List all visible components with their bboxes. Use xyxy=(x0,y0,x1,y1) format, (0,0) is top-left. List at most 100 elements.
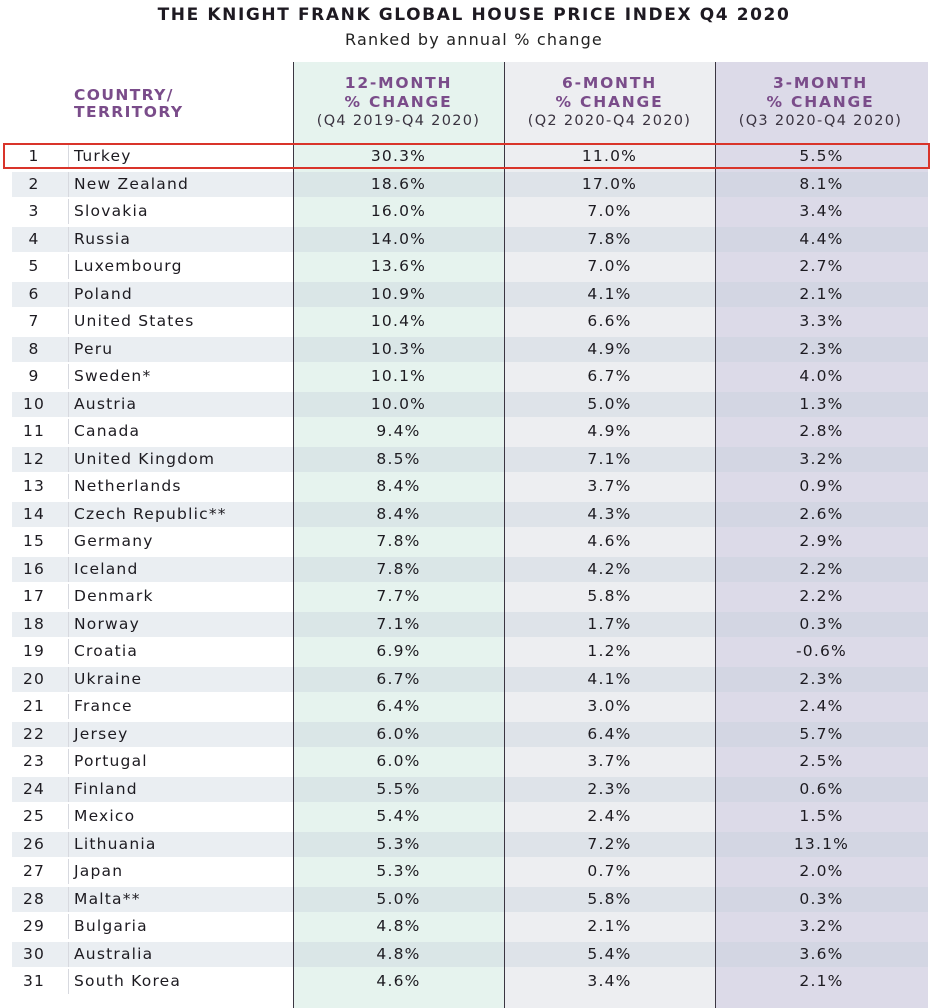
country-cell: Poland xyxy=(74,284,133,303)
rank-separator xyxy=(68,749,69,774)
header-country-line2: TERRITORY xyxy=(74,103,184,121)
country-cell: Turkey xyxy=(74,147,132,165)
country-cell: United Kingdom xyxy=(74,449,216,468)
table-row: 13 Netherlands 8.4% 3.7% 0.9% xyxy=(0,474,934,500)
column-divider xyxy=(293,62,294,1008)
value-3month: 0.9% xyxy=(799,477,844,495)
table-row: 15 Germany 7.8% 4.6% 2.9% xyxy=(0,529,934,555)
table-row: 21 France 6.4% 3.0% 2.4% xyxy=(0,694,934,720)
value-12month: 7.8% xyxy=(376,532,421,550)
value-3month: 2.6% xyxy=(799,504,844,523)
country-cell: Germany xyxy=(74,532,154,550)
value-6month: 6.7% xyxy=(587,367,632,385)
rank-cell: 15 xyxy=(22,532,46,550)
table-row: 30 Australia 4.8% 5.4% 3.6% xyxy=(0,941,934,968)
rank-separator xyxy=(68,199,69,224)
value-12month: 5.3% xyxy=(376,862,421,880)
country-cell: Czech Republic** xyxy=(74,504,227,523)
country-cell: Lithuania xyxy=(74,834,157,853)
rank-cell: 24 xyxy=(22,779,46,798)
rank-separator xyxy=(68,336,69,362)
table-row: 17 Denmark 7.7% 5.8% 2.2% xyxy=(0,584,934,610)
col-3month-background xyxy=(715,62,928,1008)
value-12month: 18.6% xyxy=(370,174,427,193)
value-3month: 2.7% xyxy=(799,257,844,275)
country-cell: Russia xyxy=(74,229,132,248)
value-6month: 11.0% xyxy=(581,147,638,165)
country-cell: Croatia xyxy=(74,642,139,660)
value-3month: 4.0% xyxy=(799,367,844,385)
rank-separator xyxy=(68,281,69,307)
country-cell: Peru xyxy=(74,339,114,358)
value-12month: 8.4% xyxy=(376,504,421,523)
rank-separator xyxy=(68,309,69,334)
rank-cell: 6 xyxy=(28,284,40,303)
value-12month: 4.8% xyxy=(376,944,421,963)
rank-cell: 8 xyxy=(28,339,40,358)
country-cell: Ukraine xyxy=(74,669,143,688)
rank-cell: 17 xyxy=(22,587,46,605)
value-6month: 4.9% xyxy=(587,422,632,440)
rank-separator xyxy=(68,694,69,719)
value-3month: 2.8% xyxy=(799,422,844,440)
row-stripe xyxy=(12,446,928,472)
value-3month: 5.5% xyxy=(799,147,844,165)
table-row: 11 Canada 9.4% 4.9% 2.8% xyxy=(0,419,934,445)
country-cell: Sweden* xyxy=(74,367,152,385)
value-12month: 13.6% xyxy=(370,257,427,275)
rank-cell: 16 xyxy=(22,559,46,578)
country-cell: Denmark xyxy=(74,587,154,605)
value-6month: 5.8% xyxy=(587,587,632,605)
value-12month: 6.4% xyxy=(376,697,421,715)
country-cell: Malta** xyxy=(74,889,141,908)
rank-cell: 26 xyxy=(22,834,46,853)
rank-cell: 14 xyxy=(22,504,46,523)
country-cell: Mexico xyxy=(74,807,136,825)
value-3month: 5.7% xyxy=(799,724,844,743)
value-12month: 7.7% xyxy=(376,587,421,605)
header-12month: 12-MONTH % CHANGE (Q4 2019-Q4 2020) xyxy=(293,74,504,131)
rank-cell: 30 xyxy=(22,944,46,963)
value-3month: -0.6% xyxy=(796,642,847,660)
row-stripe xyxy=(12,831,928,857)
value-6month: 3.7% xyxy=(587,477,632,495)
header-12month-period: (Q4 2019-Q4 2020) xyxy=(316,113,481,129)
table-row: 12 United Kingdom 8.5% 7.1% 3.2% xyxy=(0,446,934,473)
row-stripe xyxy=(12,611,928,637)
rank-cell: 21 xyxy=(22,697,46,715)
country-cell: Finland xyxy=(74,779,138,798)
value-3month: 8.1% xyxy=(799,174,844,193)
rank-separator xyxy=(68,639,69,664)
table-row: 31 South Korea 4.6% 3.4% 2.1% xyxy=(0,969,934,995)
table-row: 6 Poland 10.9% 4.1% 2.1% xyxy=(0,281,934,308)
header-country-line1: COUNTRY/ xyxy=(74,86,174,104)
value-6month: 2.1% xyxy=(587,917,632,935)
highlight-box-top-row xyxy=(3,143,930,169)
table-row: 19 Croatia 6.9% 1.2% -0.6% xyxy=(0,639,934,665)
value-12month: 14.0% xyxy=(370,229,427,248)
rank-cell: 20 xyxy=(22,669,46,688)
table-row: 29 Bulgaria 4.8% 2.1% 3.2% xyxy=(0,914,934,940)
value-3month: 2.3% xyxy=(799,339,844,358)
rank-cell: 10 xyxy=(22,394,46,413)
value-6month: 4.9% xyxy=(587,339,632,358)
value-6month: 2.3% xyxy=(587,779,632,798)
rank-separator xyxy=(68,914,69,939)
rank-cell: 12 xyxy=(22,449,46,468)
value-6month: 7.0% xyxy=(587,202,632,220)
header-country-territory: COUNTRY/ TERRITORY xyxy=(74,87,183,121)
value-12month: 30.3% xyxy=(370,147,427,165)
country-cell: New Zealand xyxy=(74,174,190,193)
rank-cell: 31 xyxy=(22,972,46,990)
country-cell: Iceland xyxy=(74,559,139,578)
value-3month: 0.6% xyxy=(799,779,844,798)
rank-separator xyxy=(68,474,69,499)
rank-cell: 13 xyxy=(22,477,46,495)
value-3month: 0.3% xyxy=(799,889,844,908)
rank-cell: 25 xyxy=(22,807,46,825)
column-divider xyxy=(715,62,716,1008)
rank-separator xyxy=(68,419,69,444)
country-cell: Japan xyxy=(74,862,124,880)
country-cell: Norway xyxy=(74,614,140,633)
row-stripe xyxy=(12,556,928,582)
